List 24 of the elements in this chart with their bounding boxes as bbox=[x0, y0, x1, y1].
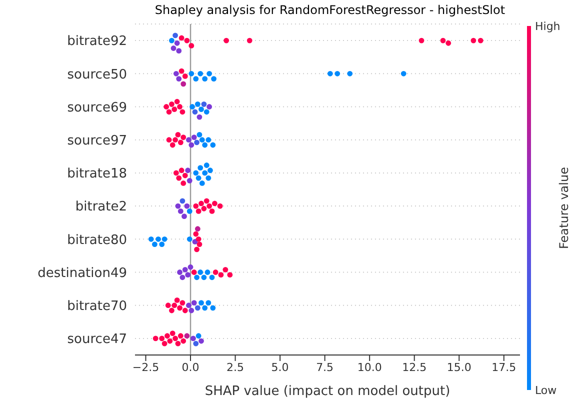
chart-title: Shapley analysis for RandomForestRegressor - highestSlot bbox=[154, 3, 506, 17]
x-axis-title: SHAP value (impact on model output) bbox=[204, 384, 450, 399]
x-tick-label: −2.5 bbox=[132, 360, 160, 374]
y-tick-label: bitrate92 bbox=[67, 34, 127, 50]
y-tick-label: source50 bbox=[67, 67, 127, 82]
y-tick-label: destination49 bbox=[38, 266, 127, 281]
x-tick-label: 2.5 bbox=[226, 360, 244, 374]
x-tick-label: 7.5 bbox=[316, 360, 334, 374]
color-bar-label: Low bbox=[535, 384, 557, 397]
x-tick-label: 17.5 bbox=[492, 360, 516, 374]
y-tick-label: bitrate70 bbox=[67, 298, 127, 314]
x-tick-label: 12.5 bbox=[402, 360, 427, 374]
y-tick-label: source97 bbox=[67, 133, 127, 148]
y-tick-label: source47 bbox=[67, 332, 127, 348]
x-tick-label: 10.0 bbox=[357, 360, 382, 374]
y-tick-label: bitrate18 bbox=[67, 166, 127, 182]
color-bar-label: High bbox=[535, 20, 560, 33]
x-tick-label: 0.0 bbox=[182, 360, 200, 374]
y-tick-label: bitrate2 bbox=[75, 200, 127, 215]
y-tick-label: bitrate80 bbox=[67, 232, 127, 248]
x-tick-label: 5.0 bbox=[271, 360, 289, 374]
color-bar-title: Feature value bbox=[557, 167, 571, 249]
x-tick-label: 15.0 bbox=[446, 360, 472, 374]
y-tick-label: source69 bbox=[67, 100, 127, 116]
